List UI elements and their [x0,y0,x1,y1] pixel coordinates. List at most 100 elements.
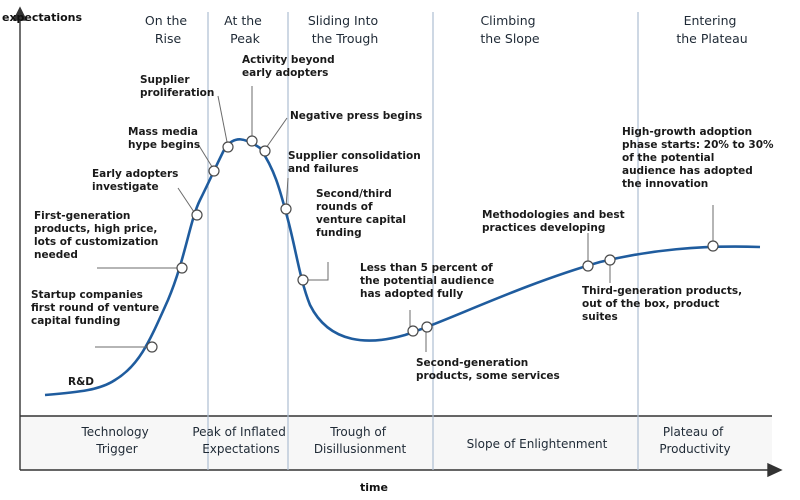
phase-top-2: At the Peak [224,13,266,46]
marker-less-than-5 [407,325,419,337]
phase-names-bottom: Technology Trigger Peak of Inflated Expe… [80,425,730,456]
phase-bottom-1-line-2: Trigger [95,442,137,456]
leader-second-third [305,262,329,281]
annotation-consolidation: Supplier consolidation and failures [288,150,424,175]
annotation-third-gen-line-3: suites [582,311,618,323]
annotation-second-gen-line-1: Second-generation [416,357,528,369]
phase-top-1-line-2: Rise [155,31,182,46]
phase-top-4-line-1: Climbing [480,13,535,28]
annotation-second-third: Second/third rounds of venture capital f… [316,188,410,239]
marker-consolidation [280,203,292,215]
annotation-less-than-5-line-2: the potential audience [360,275,494,287]
phase-bottom-5: Plateau of Productivity [659,425,730,456]
axes [12,6,783,478]
phase-top-3-line-1: Sliding Into [308,13,378,28]
leader-supplier-prolif [217,95,229,148]
y-axis-arrow [12,6,28,21]
annotation-mass-media-line-1: Mass media [128,126,198,138]
marker-first-gen [176,262,188,274]
annotation-methodologies: Methodologies and best practices develop… [482,209,628,234]
annotation-first-gen-line-1: First-generation [34,210,130,222]
phase-bottom-2-line-2: Expectations [202,442,280,456]
phase-top-1-line-1: On the [145,13,188,28]
annotation-first-gen-line-3: lots of customization [34,236,158,248]
phase-bottom-1: Technology Trigger [80,425,152,456]
annotation-high-growth-line-1: High-growth adoption [622,126,752,138]
phase-bottom-4: Slope of Enlightenment [467,437,608,451]
phase-top-3: Sliding Into the Trough [308,13,382,46]
annotation-early-adopters-line-1: Early adopters [92,168,178,180]
phase-dividers [207,12,639,470]
annotation-startup-line-2: first round of venture [31,302,159,314]
annotation-startup: Startup companies first round of venture… [31,289,163,327]
phase-top-1: On the Rise [145,13,191,46]
annotation-methodologies-line-2: practices developing [482,222,605,234]
annotation-high-growth-line-5: the innovation [622,178,708,190]
leader-mass-media [197,143,215,171]
marker-early-adopters [191,209,203,221]
annotation-first-gen-line-4: needed [34,249,78,261]
phase-titles-top: On the Rise At the Peak Sliding Into the… [145,13,748,46]
marker-second-third [297,274,309,286]
phase-top-2-line-2: Peak [230,31,260,46]
annotation-activity-line-2: early adopters [242,67,328,79]
phase-band [20,416,772,470]
annotation-second-gen: Second-generation products, some service… [416,357,560,382]
annotation-less-than-5: Less than 5 percent of the potential aud… [360,262,498,300]
marker-supplier-prolif [222,141,234,153]
marker-startup [146,341,158,353]
annotation-first-gen: First-generation products, high price, l… [34,210,162,261]
phase-bottom-5-line-1: Plateau of [663,425,724,439]
leader-consolidation [285,177,289,209]
annotations: R&D Startup companies first round of ven… [31,54,777,388]
annotation-second-third-line-3: venture capital [316,214,406,226]
x-axis-label: time [360,481,388,494]
annotation-second-third-line-1: Second/third [316,188,392,200]
annotation-high-growth: High-growth adoption phase starts: 20% t… [622,126,777,190]
phase-bottom-3-line-1: Trough of [329,425,387,439]
annotation-second-third-line-4: funding [316,227,362,239]
phase-bottom-3-line-2: Disillusionment [314,442,407,456]
annotation-second-gen-line-2: products, some services [416,370,560,382]
marker-negative-press [259,145,271,157]
leader-lines [95,86,714,352]
annotation-startup-line-1: Startup companies [31,289,143,301]
annotation-third-gen-line-2: out of the box, product [582,298,719,310]
annotation-mass-media: Mass media hype begins [128,126,202,151]
annotation-consolidation-line-2: and failures [288,163,359,175]
marker-mass-media [208,165,220,177]
phase-bottom-5-line-2: Productivity [659,442,730,456]
marker-third-gen [604,254,616,266]
marker-methodologies [582,260,594,272]
annotation-startup-line-3: capital funding [31,315,120,327]
phase-bottom-2-line-1: Peak of Inflated [192,425,285,439]
marker-activity [246,135,258,147]
annotation-rd: R&D [68,376,94,388]
annotation-supplier-prolif-line-1: Supplier [140,74,190,86]
annotation-activity-line-1: Activity beyond [242,54,335,66]
marker-second-gen [421,321,433,333]
annotation-high-growth-line-4: audience has adopted [622,165,753,177]
curve-markers [146,135,719,353]
phase-bottom-3: Trough of Disillusionment [314,425,407,456]
phase-bottom-2: Peak of Inflated Expectations [192,425,289,456]
phase-top-4-line-2: the Slope [480,31,539,46]
annotation-high-growth-line-3: of the potential [622,152,714,164]
annotation-negative-press: Negative press begins [290,110,422,122]
annotation-third-gen-line-1: Third-generation products, [582,285,742,297]
phase-top-2-line-1: At the [224,13,262,28]
annotation-supplier-prolif: Supplier proliferation [140,74,214,99]
annotation-supplier-prolif-line-2: proliferation [140,87,214,99]
leader-early-adopters [177,187,197,216]
annotation-third-gen: Third-generation products, out of the bo… [582,285,746,323]
phase-top-5-line-1: Entering [684,13,737,28]
marker-high-growth [707,240,719,252]
annotation-activity: Activity beyond early adopters [242,54,338,79]
annotation-second-third-line-2: rounds of [316,201,373,213]
hype-curve [44,138,761,397]
phase-top-3-line-2: the Trough [312,31,379,46]
annotation-early-adopters: Early adopters investigate [92,168,182,193]
annotation-less-than-5-line-3: has adopted fully [360,288,463,300]
annotation-mass-media-line-2: hype begins [128,139,200,151]
